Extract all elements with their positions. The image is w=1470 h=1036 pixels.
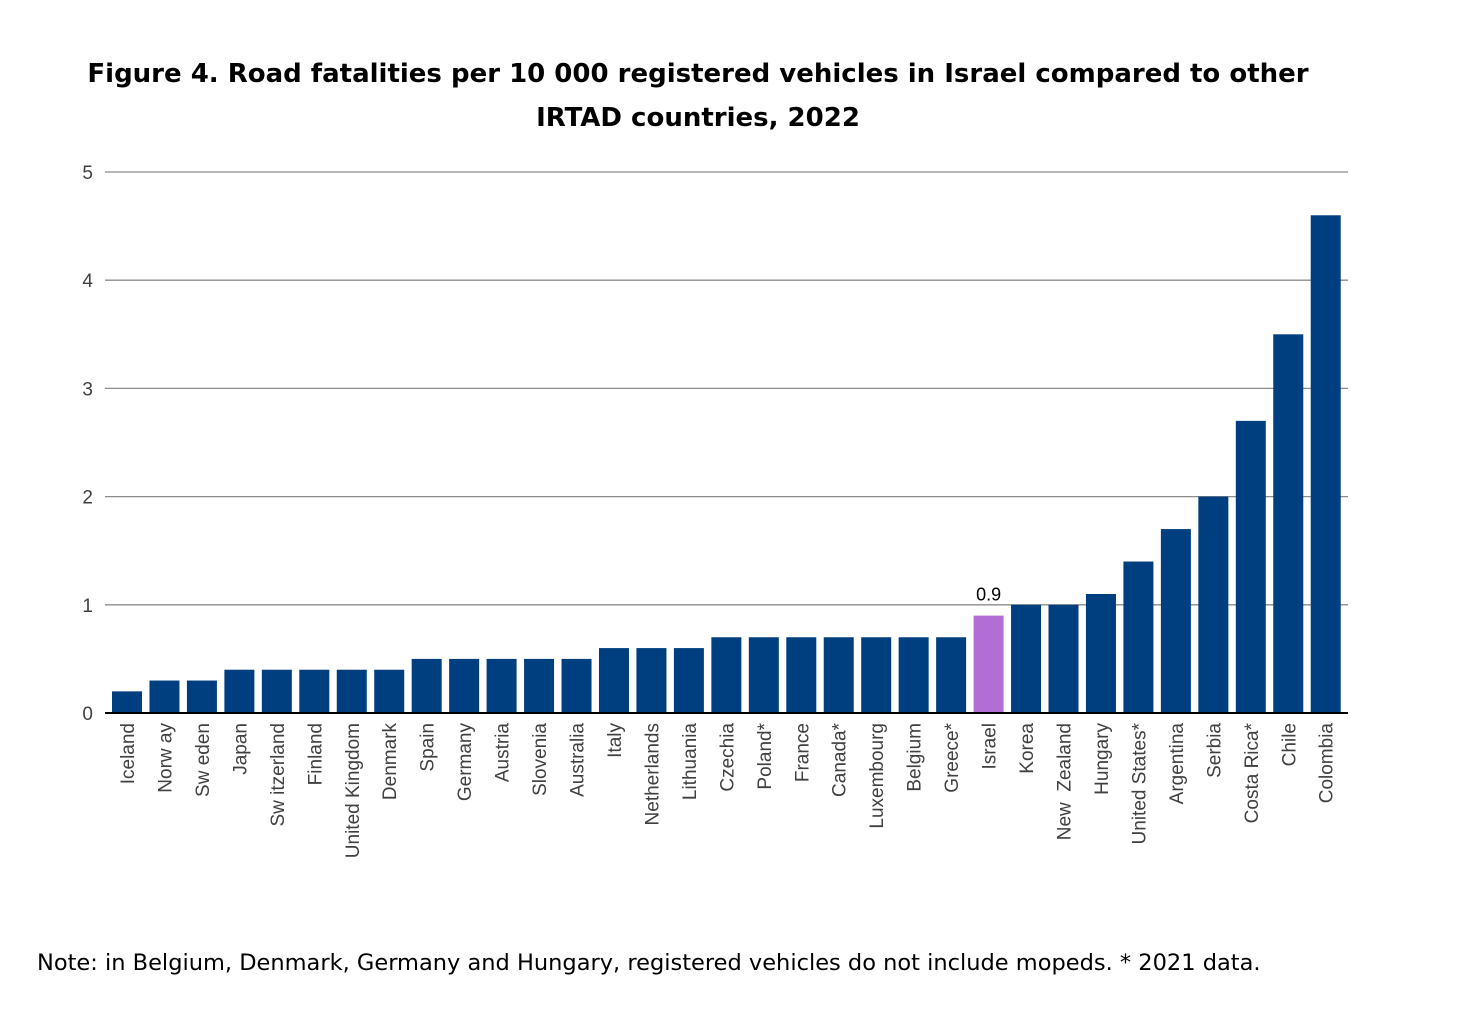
bar	[1273, 334, 1304, 713]
y-tick-label: 0	[82, 704, 93, 725]
y-tick-label: 4	[82, 271, 93, 292]
x-tick-label: Iceland	[118, 723, 139, 784]
bar	[261, 669, 292, 713]
chart-title: Figure 4. Road fatalities per 10 000 reg…	[87, 59, 1309, 133]
x-tick-label: Israel	[980, 723, 1001, 769]
x-tick-label: Luxembourg	[867, 723, 888, 829]
x-tick-label: Finland	[305, 723, 326, 785]
x-tick-label: Spain	[418, 723, 439, 772]
bar	[1235, 420, 1266, 713]
bar	[711, 637, 742, 713]
x-tick-label: Lithuania	[680, 723, 701, 801]
bar	[1048, 604, 1079, 713]
x-tick-label: France	[792, 723, 813, 782]
x-tick-label: Korea	[1017, 723, 1038, 774]
bar	[598, 648, 629, 713]
x-tick-label: Chile	[1279, 723, 1300, 766]
bar	[786, 637, 817, 713]
x-tick-label: Slovenia	[530, 723, 551, 796]
gridlines	[105, 171, 1348, 606]
bar	[1085, 593, 1116, 713]
bar	[524, 658, 555, 713]
bar	[898, 637, 929, 713]
figure-note: Note: in Belgium, Denmark, Germany and H…	[37, 950, 1261, 976]
x-tick-label: Australia	[568, 723, 589, 797]
bar	[823, 637, 854, 713]
bar	[936, 637, 967, 713]
bar	[1160, 529, 1191, 713]
bar	[112, 691, 142, 713]
y-tick-label: 1	[82, 596, 93, 617]
bar	[486, 658, 517, 713]
x-tick-label: Sw itzerland	[268, 723, 289, 827]
bar	[186, 680, 217, 713]
y-axis-ticks: 0 1 2 3 4 5	[82, 163, 93, 725]
x-tick-label: Czechia	[717, 723, 738, 792]
x-tick-label: Denmark	[380, 723, 401, 801]
bar	[1310, 215, 1341, 713]
x-tick-label: Hungary	[1092, 723, 1113, 795]
x-tick-label: Netherlands	[642, 723, 663, 825]
x-tick-label: Germany	[455, 723, 476, 802]
x-tick-label: Italy	[605, 723, 626, 758]
y-tick-label: 2	[82, 488, 93, 509]
y-tick-label: 3	[82, 379, 93, 400]
bar	[1011, 604, 1042, 713]
bar	[374, 669, 405, 713]
x-tick-label: Japan	[230, 723, 251, 775]
bar	[748, 637, 779, 713]
x-tick-label: Sw eden	[193, 723, 214, 797]
x-tick-label: Canada*	[830, 722, 851, 797]
data-labels: 0.9	[976, 585, 1001, 605]
bar	[449, 658, 480, 713]
x-tick-label: Serbia	[1204, 723, 1225, 778]
bar	[1198, 496, 1229, 713]
x-tick-label: Norw ay	[155, 723, 176, 793]
bar	[973, 615, 1004, 713]
x-tick-label: Poland*	[755, 722, 776, 789]
x-tick-label: Greece*	[942, 722, 963, 792]
x-tick-label: Belgium	[905, 723, 926, 792]
x-tick-label: United States*	[1129, 722, 1150, 844]
x-tick-label: United Kingdom	[343, 723, 364, 858]
data-label: 0.9	[976, 585, 1001, 605]
bar	[299, 669, 330, 713]
bar	[224, 669, 255, 713]
bar	[561, 658, 592, 713]
bar	[861, 637, 892, 713]
bar	[411, 658, 442, 713]
x-tick-label: Argentina	[1167, 723, 1188, 805]
x-axis-labels: Iceland Norw ay Sw eden Japan Sw itzerland Fi…	[118, 722, 1338, 858]
bar	[636, 648, 667, 713]
y-tick-label: 5	[82, 163, 93, 184]
x-tick-label: Colombia	[1317, 723, 1338, 804]
x-tick-label: Costa Rica*	[1242, 722, 1263, 823]
x-tick-label: Austria	[493, 723, 514, 783]
bars	[112, 215, 1341, 713]
bar	[149, 680, 180, 713]
bar	[336, 669, 367, 713]
bar	[673, 648, 704, 713]
bar	[1123, 561, 1154, 713]
x-tick-label: New Zealand	[1055, 723, 1076, 840]
